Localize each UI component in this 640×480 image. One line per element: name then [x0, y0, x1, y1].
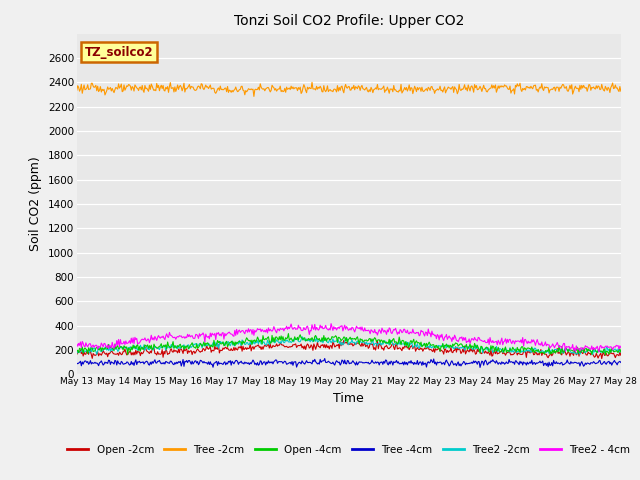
Title: Tonzi Soil CO2 Profile: Upper CO2: Tonzi Soil CO2 Profile: Upper CO2: [234, 14, 464, 28]
Text: TZ_soilco2: TZ_soilco2: [85, 46, 154, 59]
X-axis label: Time: Time: [333, 392, 364, 405]
Y-axis label: Soil CO2 (ppm): Soil CO2 (ppm): [29, 156, 42, 252]
Legend: Open -2cm, Tree -2cm, Open -4cm, Tree -4cm, Tree2 -2cm, Tree2 - 4cm: Open -2cm, Tree -2cm, Open -4cm, Tree -4…: [63, 441, 634, 459]
